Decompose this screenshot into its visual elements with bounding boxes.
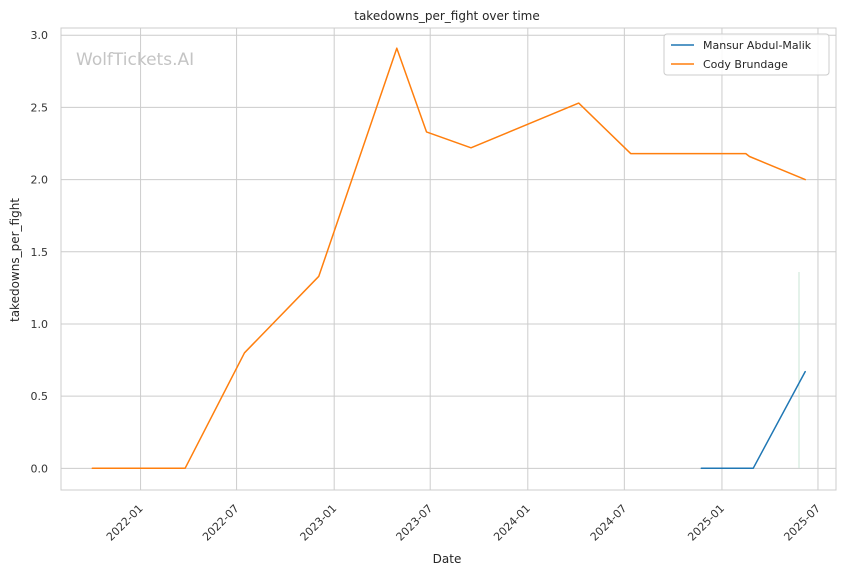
series-lines (91, 47, 806, 470)
legend-label-cody-brundage: Cody Brundage (703, 58, 788, 71)
legend: Mansur Abdul-Malik Cody Brundage (663, 33, 830, 76)
watermark: WolfTickets.AI (76, 50, 194, 70)
y-tick-label: 1.0 (31, 318, 49, 331)
y-tick-label: 2.5 (31, 101, 49, 114)
x-axis-title: Date (433, 552, 462, 566)
y-tick-label: 2.0 (31, 174, 49, 187)
y-axis-tick-labels: 0.0 0.5 1.0 1.5 2.0 2.5 3.0 (31, 29, 49, 475)
legend-box (663, 33, 830, 76)
series-line-cody-brundage (91, 47, 806, 470)
grid (61, 28, 836, 490)
y-tick-label: 0.0 (31, 462, 49, 475)
series-line-mansur-abdul-malik (700, 370, 806, 470)
y-tick-label: 0.5 (31, 390, 49, 403)
legend-label-mansur-abdul-malik: Mansur Abdul-Malik (703, 39, 812, 52)
chart-title: takedowns_per_fight over time (354, 9, 540, 23)
y-tick-label: 3.0 (31, 29, 49, 42)
y-tick-label: 1.5 (31, 246, 49, 259)
plot-frame (60, 27, 837, 491)
y-axis-title: takedowns_per_fight (8, 198, 22, 322)
